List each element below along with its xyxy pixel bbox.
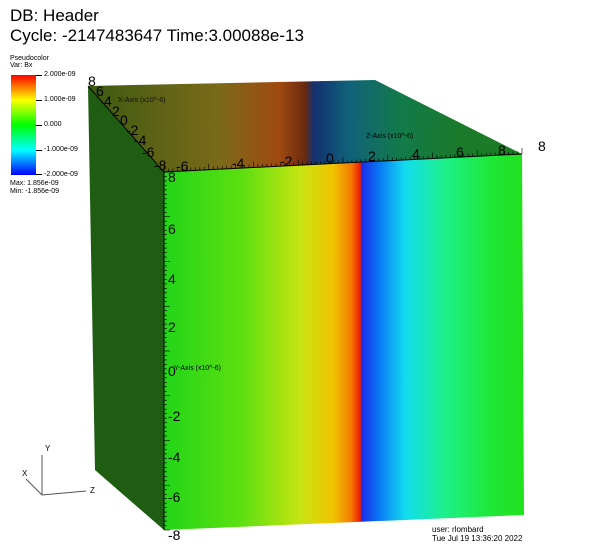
y-axis-title: Y-Axis (x10^-6): [174, 365, 221, 372]
x-axis-line: [87, 85, 165, 173]
y-tick-label: 4: [168, 271, 176, 287]
z-tick-label: 0: [326, 150, 334, 166]
colorbar-tick-label: 2.000e-09: [44, 71, 76, 78]
y-tick-label: -2: [168, 408, 181, 424]
colorbar-tick-label: 0.000: [44, 121, 62, 128]
triad-y-label: Y: [45, 444, 51, 453]
x-axis-title: X-Axis (x10^-6): [118, 97, 166, 104]
y-tick-label: -8: [168, 527, 181, 543]
x-tick-label: -4: [134, 132, 147, 148]
x-tick-label: 4: [104, 93, 112, 109]
y-tick-label: 2: [168, 319, 176, 335]
x-tick-label: 8: [88, 73, 96, 89]
x-tick-label: 0: [120, 112, 128, 128]
z-tick-label: 8: [538, 138, 546, 154]
y-tick-label: 6: [168, 221, 176, 237]
y-tick-label: -4: [168, 449, 181, 465]
triad-z-line: [41, 490, 87, 496]
date-label: Tue Jul 19 13:36:20 2022: [432, 534, 523, 543]
triad-x-label: X: [22, 469, 28, 478]
x-tick-label: -8: [154, 157, 167, 173]
z-tick-label: 8: [498, 142, 506, 158]
y-tick-label: 0: [168, 363, 176, 379]
colorbar-tick-label: 1.000e-09: [44, 96, 76, 103]
y-tick-label: 8: [168, 169, 176, 185]
z-tick-label: 6: [456, 144, 464, 160]
cube-top-face: [88, 80, 522, 172]
z-axis-title: Z-Axis (x10^-6): [366, 133, 414, 140]
z-tick-label: -2: [280, 153, 293, 169]
legend-min: Min: -1.856e-09: [10, 188, 60, 195]
database-title: DB: Header: [10, 6, 99, 25]
z-axis-ticks: [163, 148, 523, 172]
cube-front-face: [164, 154, 524, 530]
x-tick-label: -2: [126, 122, 139, 138]
y-axis-ticks: [164, 171, 170, 531]
colorbar-tick: [36, 150, 42, 151]
user-label: user: rlombard: [432, 525, 484, 534]
colorbar: [11, 75, 36, 175]
legend-variable: Var: Bx: [10, 62, 33, 69]
triad-x-line: [25, 478, 43, 496]
colorbar-tick: [36, 75, 42, 76]
z-tick-label: 4: [412, 146, 420, 162]
axis-triad: [25, 455, 87, 496]
colorbar-tick: [36, 125, 42, 126]
legend-title: Pseudocolor: [10, 55, 49, 62]
cube-left-face: [88, 86, 164, 530]
z-tick-label: -4: [232, 155, 245, 171]
colorbar-tick: [36, 100, 42, 101]
z-tick-label: -6: [176, 158, 189, 174]
x-tick-label: 2: [112, 103, 120, 119]
y-tick-label: -6: [168, 489, 181, 505]
x-tick-label: -6: [142, 144, 155, 160]
z-tick-label: 2: [368, 148, 376, 164]
colorbar-tick: [36, 174, 42, 175]
triad-z-label: Z: [90, 486, 95, 495]
colorbar-tick-label: -1.000e-09: [44, 146, 78, 153]
x-tick-label: 6: [96, 83, 104, 99]
legend-max: Max: 1.856e-09: [10, 180, 59, 187]
colorbar-tick-label: -2.000e-09: [44, 171, 78, 178]
cycle-time-label: Cycle: -2147483647 Time:3.00088e-13: [10, 26, 304, 45]
